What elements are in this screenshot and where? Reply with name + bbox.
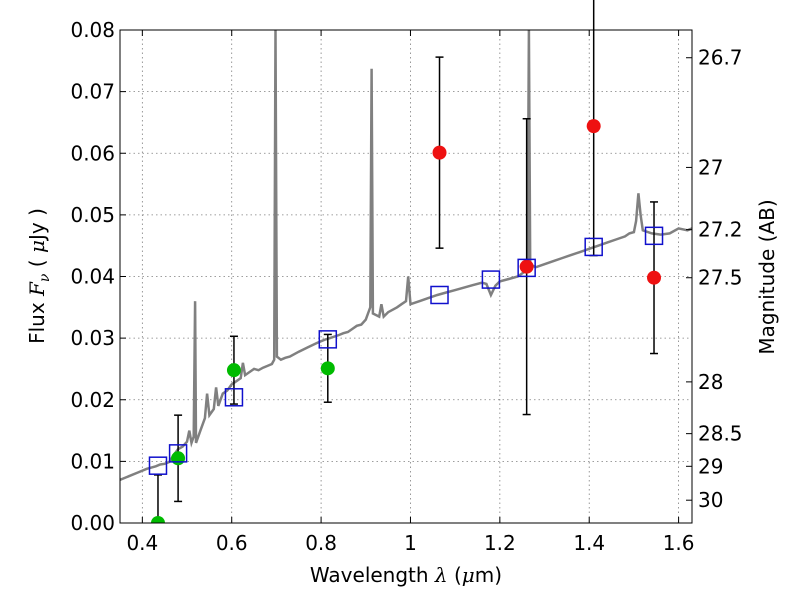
x-tick-label: 1	[404, 531, 417, 555]
model-square-marker	[584, 237, 603, 257]
spectrum-line	[120, 30, 692, 482]
magnitude-tick-label: 27.5	[698, 266, 743, 290]
red-points-marker	[519, 259, 534, 274]
magnitude-tick-labels: 26.7 27 27.2 27.5 28 28.5 29 30	[698, 46, 743, 512]
magnitude-tick-label: 28.5	[698, 422, 743, 446]
green-points-marker	[150, 516, 165, 523]
model-square-marker	[148, 456, 168, 475]
model-square-marker	[318, 330, 338, 349]
y-tick-label: 0.04	[70, 265, 115, 289]
right-axis-title: Magnitude (AB)	[755, 199, 779, 354]
model-square-marker	[430, 285, 449, 305]
x-axis-title: Wavelength λ (μm)	[310, 563, 502, 587]
red-points-marker	[586, 119, 601, 134]
red-points-marker	[647, 270, 662, 285]
magnitude-tick-label: 27	[698, 155, 723, 179]
green-points-marker	[320, 361, 335, 376]
x-tick-label: 1.4	[573, 531, 605, 555]
y-tick-label: 0.00	[70, 511, 115, 535]
magnitude-tick-label: 28	[698, 370, 723, 394]
model-square-marker	[481, 270, 501, 289]
magnitude-tick-label: 27.2	[698, 218, 743, 242]
model-square-marker	[224, 388, 244, 407]
grid-lines	[120, 29, 692, 524]
x-tick-label: 0.4	[126, 531, 158, 555]
plot-area	[120, 0, 692, 523]
y-tick-label: 0.01	[70, 449, 115, 473]
y-tick-label: 0.07	[70, 80, 115, 104]
x-tick-labels: 0.4 0.6 0.8 1 1.2 1.4 1.6	[126, 531, 694, 555]
y-tick-label: 0.05	[70, 203, 115, 227]
model-square-marker	[644, 226, 664, 246]
model-square-marker	[168, 444, 188, 463]
x-tick-label: 1.6	[663, 531, 695, 555]
x-tick-label: 0.8	[305, 531, 337, 555]
y-tick-label: 0.03	[70, 326, 115, 350]
axis-ticks	[120, 29, 692, 524]
y-tick-labels: 0.00 0.01 0.02 0.03 0.04 0.05 0.06 0.07 0.08	[70, 18, 115, 535]
magnitude-tick-label: 26.7	[698, 46, 743, 70]
magnitude-tick-label: 29	[698, 454, 723, 478]
y-tick-label: 0.02	[70, 388, 115, 412]
red-points-marker	[432, 145, 447, 160]
green-points-marker	[171, 451, 186, 466]
y-axis-title: Flux Fν ( μJy )	[25, 208, 53, 344]
y-tick-label: 0.08	[70, 18, 115, 42]
x-tick-label: 0.6	[216, 531, 248, 555]
y-tick-label: 0.06	[70, 141, 115, 165]
magnitude-tick-label: 30	[698, 488, 723, 512]
model-square-marker	[517, 258, 536, 278]
x-tick-label: 1.2	[484, 531, 516, 555]
green-points-marker	[226, 363, 241, 378]
